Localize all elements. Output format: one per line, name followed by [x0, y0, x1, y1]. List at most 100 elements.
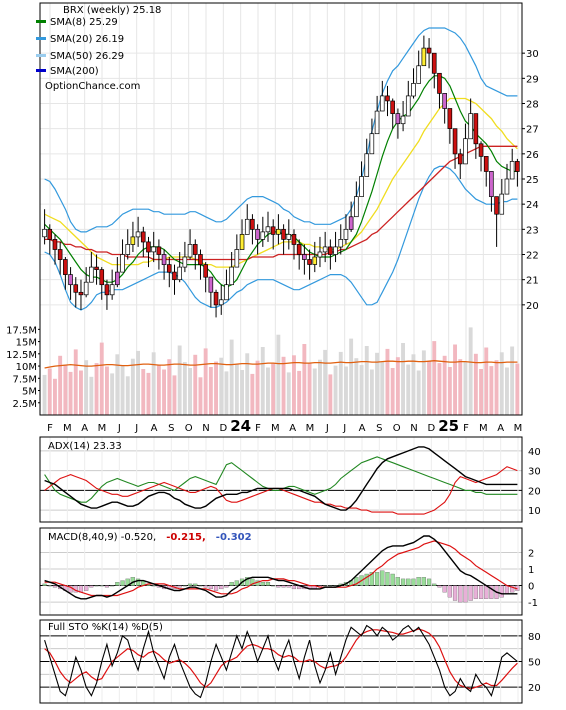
- legend-sma20: SMA(20) 26.19: [50, 34, 124, 45]
- volume-bar: [338, 351, 343, 415]
- macd-tick-label: 1: [528, 565, 534, 576]
- date-tick-label: D: [219, 423, 227, 434]
- macd-histogram-bar: [198, 585, 203, 587]
- stochastic-title: Full STO %K(14) %D(5): [48, 622, 163, 633]
- price-overlays: [44, 27, 518, 311]
- volume-bar: [94, 363, 99, 415]
- macd-histogram-bar: [463, 585, 468, 603]
- candle-body: [94, 266, 99, 270]
- volume-bar: [375, 352, 379, 415]
- price-tick-label: 20: [526, 301, 539, 312]
- price-tick-label: 27: [526, 125, 539, 136]
- date-tick-label: M: [98, 423, 107, 434]
- candle-body: [431, 52, 437, 74]
- macd-histogram-bar: [390, 573, 395, 586]
- volume-bar: [172, 375, 177, 415]
- volume-bar: [318, 359, 322, 415]
- volume-bar: [286, 372, 291, 415]
- stochastic-lines: [44, 624, 518, 699]
- date-tick-label: F: [47, 423, 53, 434]
- volume-bar: [406, 364, 411, 415]
- candle-body: [494, 196, 499, 215]
- volume-bar: [68, 371, 73, 415]
- adx-tick-label: 10: [528, 506, 541, 517]
- macd-lines: [44, 535, 518, 600]
- candle-body: [151, 246, 156, 253]
- legend-sma200: SMA(200): [50, 66, 99, 77]
- candle-body: [239, 234, 245, 250]
- date-tick-label: J: [325, 423, 329, 434]
- macd-title-label: MACD(8,40,9): [48, 532, 118, 543]
- volume-bar: [63, 364, 68, 415]
- macd-histogram-bar: [135, 578, 141, 586]
- candle-body: [509, 161, 515, 180]
- volume-bar: [188, 368, 192, 415]
- macd-histogram-bar: [193, 583, 198, 586]
- volume-bar: [437, 363, 442, 415]
- macd-value-signal: -0.215,: [166, 532, 206, 543]
- volume-bar: [99, 342, 104, 415]
- volume-bar: [458, 359, 463, 415]
- date-tick-label: F: [255, 423, 261, 434]
- candle-body: [89, 266, 94, 283]
- candle-body: [99, 269, 105, 286]
- candle-body: [400, 115, 406, 125]
- macd-histogram-bar: [115, 582, 120, 586]
- minus-di-line: [44, 466, 518, 515]
- candle-body: [255, 228, 260, 240]
- date-tick-label: M: [306, 423, 315, 434]
- volume-bar: [359, 365, 364, 415]
- macd-value: -0.520,: [121, 532, 156, 543]
- candle-body: [354, 196, 359, 218]
- macd-histogram-bar: [104, 585, 110, 588]
- macd-title: MACD(8,40,9) -0.520, -0.215, -0.302: [48, 532, 252, 543]
- candle-body: [452, 128, 458, 155]
- macd-histogram-bar: [120, 580, 125, 586]
- candle-body: [260, 231, 266, 240]
- volume-bar: [281, 356, 286, 415]
- macd-histogram-bar: [224, 585, 229, 588]
- date-tick-label: N: [410, 423, 417, 434]
- candle-body: [322, 246, 328, 253]
- candle-body: [109, 284, 115, 296]
- volume-bar: [349, 338, 354, 415]
- volume-bar: [73, 349, 78, 415]
- candlesticks: [42, 35, 520, 318]
- legend-swatch-sma200: [36, 69, 46, 72]
- macd-histogram-bar: [229, 582, 234, 586]
- volume-bar: [333, 365, 338, 415]
- volume-bar: [416, 370, 421, 415]
- date-tick-label: A: [81, 423, 88, 434]
- volume-bar: [136, 350, 140, 415]
- macd-histogram-bar: [219, 585, 224, 590]
- candle-body: [198, 254, 203, 265]
- candle-body: [447, 108, 453, 129]
- adx-panel: 10 20 30 40 ADX(14) 23.33: [39, 436, 541, 523]
- macd-histogram-bar: [110, 585, 115, 587]
- candle-body: [504, 178, 510, 195]
- macd-histogram-bar: [276, 585, 281, 588]
- candle-body: [307, 259, 312, 265]
- volume-bar: [292, 355, 296, 415]
- macd-histogram-bar: [151, 585, 156, 587]
- volume-average-line: [44, 360, 518, 369]
- price-panel: 20 21 22 23 24 25 26 27 28 29 30 17.5M 15M12.5M10M7…: [6, 2, 539, 435]
- candle-body: [281, 228, 286, 240]
- volume-bar: [255, 360, 260, 415]
- macd-histogram-bar: [99, 585, 104, 587]
- candle-body: [130, 236, 136, 245]
- volume-bar: [484, 347, 489, 415]
- price-tick-label: 21: [526, 276, 539, 287]
- volume-tick-label: 2.5M: [12, 399, 37, 410]
- macd-histogram-bar: [52, 585, 58, 588]
- candle-body: [312, 256, 318, 265]
- volume-bar: [297, 370, 302, 415]
- macd-histogram-bar: [208, 585, 213, 590]
- macd-histogram-bar: [510, 585, 515, 593]
- price-tick-label: 24: [526, 200, 539, 211]
- candle-body: [483, 156, 489, 172]
- macd-histogram-bar: [395, 577, 400, 586]
- volume-bar: [234, 364, 239, 415]
- volume-bar: [479, 369, 483, 415]
